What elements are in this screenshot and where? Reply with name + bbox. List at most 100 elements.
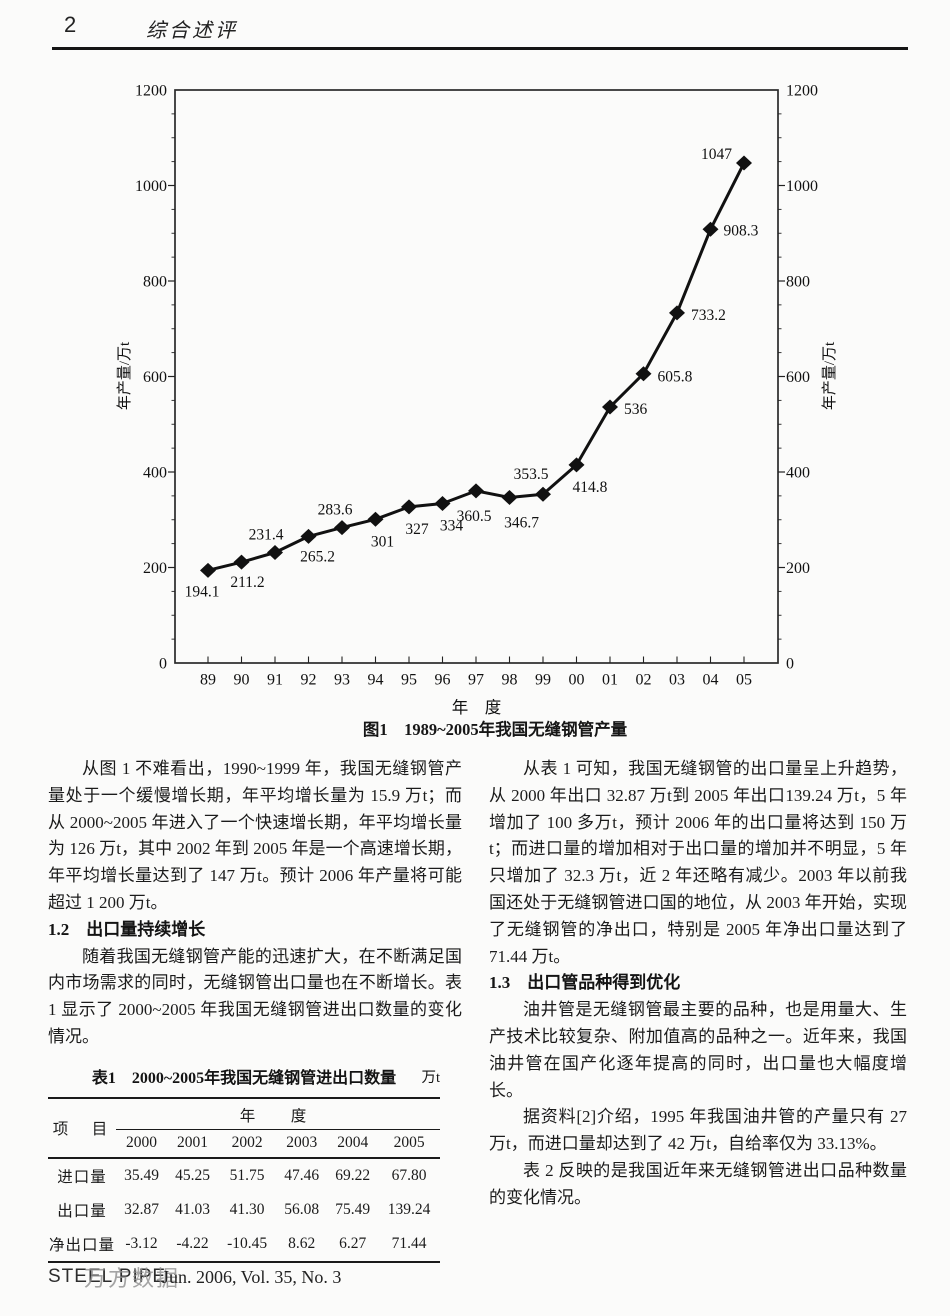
x-tick-label: 89	[200, 672, 216, 689]
table-title: 表1 2000~2005年我国无缝钢管进出口数量 万t	[48, 1064, 440, 1088]
data-point-marker	[635, 366, 652, 382]
y-tick-label-left: 200	[143, 560, 167, 577]
year-group-header-cell: 年 度	[116, 1097, 440, 1130]
y-tick-label-left: 1200	[135, 83, 167, 100]
header-rule	[52, 47, 908, 50]
y-tick-label-right: 600	[786, 369, 810, 386]
y-tick-label-right: 1000	[786, 178, 818, 195]
data-point-marker	[300, 528, 317, 544]
data-point-label: 301	[371, 533, 394, 550]
row-label-cell: 进口量	[57, 1169, 107, 1187]
data-point-label: 327	[405, 521, 429, 538]
import-export-table: 项 目 年 度 2000 2001 2002 2003 2004 2005 进口量 35.4…	[48, 1096, 440, 1263]
data-point-marker	[702, 221, 719, 237]
y-tick-label-right: 200	[786, 560, 810, 577]
data-cell: 75.49	[335, 1201, 371, 1219]
y-tick-label-left: 400	[143, 465, 167, 482]
data-point-label: 360.5	[457, 508, 492, 525]
row-header-cell: 项 目	[48, 1097, 116, 1159]
table-row: 净出口量 -3.12 -4.22 -10.45 8.62 6.27 71.44	[48, 1227, 440, 1262]
x-tick-label: 02	[636, 672, 652, 689]
paragraph-oil-pipe: 油井管是无缝钢管最主要的品种，也是用量大、生产技术比较复杂、附加值高的品种之一。…	[489, 1000, 907, 1100]
data-point-marker	[736, 155, 752, 171]
year-column-header: 2000	[116, 1129, 168, 1159]
production-line-chart: 0 0 200 200 400 400 600 600 800 800 1000 1000 1200 12…	[105, 72, 885, 718]
year-column-header: 2004	[327, 1129, 379, 1159]
x-tick-label: 96	[435, 672, 451, 689]
x-tick-label: 92	[301, 672, 317, 689]
section-heading-1-3: 1.3 出口管品种得到优化	[489, 973, 681, 993]
data-cell: 67.80	[391, 1167, 427, 1185]
paragraph-export-trend: 从表 1 可知，我国无缝钢管的出口量呈上升趋势，从 2000 年出口 32.87…	[489, 759, 907, 966]
data-cell: 6.27	[339, 1235, 367, 1253]
data-cell: 35.49	[124, 1167, 159, 1185]
data-point-marker	[434, 496, 451, 512]
data-point-label: 265.2	[300, 548, 335, 565]
x-axis-title: 年 度	[452, 698, 502, 717]
data-cell: 69.22	[335, 1167, 371, 1185]
data-point-marker	[501, 489, 518, 505]
data-point-marker	[602, 399, 618, 415]
y-tick-label-left: 1000	[135, 178, 167, 195]
years-header-row: 2000 2001 2002 2003 2004 2005	[48, 1129, 440, 1159]
y-axis-title-left: 年产量/万t	[116, 341, 133, 410]
x-tick-label: 94	[368, 672, 384, 689]
data-cell: 45.25	[175, 1167, 210, 1185]
data-point-label: 334	[440, 518, 464, 535]
data-cell: 71.44	[391, 1235, 427, 1253]
y-tick-label-left: 600	[143, 369, 167, 386]
data-point-label: 733.2	[691, 307, 726, 324]
x-tick-label: 97	[468, 672, 484, 689]
data-cell: -10.45	[227, 1235, 268, 1253]
y-tick-label-right: 400	[786, 465, 810, 482]
data-point-label: 346.7	[504, 514, 539, 531]
year-column-header: 2001	[167, 1129, 219, 1159]
section-heading-1-2: 1.2 出口量持续增长	[48, 919, 206, 939]
section-header-title: 综合述评	[146, 20, 238, 42]
y-tick-label-right: 800	[786, 274, 810, 291]
data-point-marker	[669, 305, 685, 321]
data-point-marker	[401, 499, 417, 515]
left-text-column: 从图 1 不难看出，1990~1999 年，我国无缝钢管产量处于一个缓慢增长期，…	[48, 756, 462, 1263]
table-title-text: 表1 2000~2005年我国无缝钢管进出口数量	[91, 1069, 397, 1087]
data-point-label: 231.4	[249, 527, 284, 544]
data-point-label: 194.1	[185, 583, 220, 600]
paragraph-1995-data: 据资料[2]介绍，1995 年我国油井管的产量只有 27 万t，而进口量却达到了…	[489, 1107, 907, 1154]
y-tick-label-left: 0	[159, 656, 167, 673]
right-text-column: 从表 1 可知，我国无缝钢管的出口量呈上升趋势，从 2000 年出口 32.87…	[489, 756, 907, 1212]
data-point-label: 283.6	[318, 502, 353, 519]
data-cell: 56.08	[284, 1201, 320, 1219]
year-column-header: 2002	[218, 1129, 277, 1159]
data-point-label: 211.2	[230, 574, 264, 591]
data-cell: 139.24	[387, 1201, 431, 1219]
data-cell: -3.12	[125, 1235, 158, 1253]
data-cell: 32.87	[124, 1201, 159, 1219]
table-1-block: 表1 2000~2005年我国无缝钢管进出口数量 万t 项 目 年 度 2000…	[48, 1064, 440, 1263]
data-point-label: 536	[624, 401, 648, 418]
data-point-label: 414.8	[573, 479, 608, 496]
data-point-marker	[200, 562, 216, 578]
table-row: 出口量 32.87 41.03 41.30 56.08 75.49 139.24	[48, 1193, 440, 1227]
x-tick-label: 00	[569, 672, 585, 689]
data-cell: 8.62	[288, 1235, 316, 1253]
data-point-marker	[568, 457, 585, 473]
y-axis-title-right: 年产量/万t	[821, 341, 838, 410]
table-unit-label: 万t	[421, 1069, 440, 1086]
data-point-label: 908.3	[724, 222, 759, 239]
data-point-label: 353.5	[514, 466, 549, 483]
x-tick-label: 90	[234, 672, 250, 689]
data-cell: 41.30	[229, 1201, 265, 1219]
data-point-label: 1047	[701, 146, 732, 163]
data-cell: 41.03	[175, 1201, 210, 1219]
x-tick-label: 98	[502, 672, 518, 689]
y-tick-label-right: 0	[786, 656, 794, 673]
x-tick-label: 93	[334, 672, 350, 689]
y-tick-label-right: 1200	[786, 83, 818, 100]
page-number: 2	[64, 12, 77, 37]
row-label-cell: 出口量	[57, 1203, 107, 1221]
paragraph-growth-analysis: 从图 1 不难看出，1990~1999 年，我国无缝钢管产量处于一个缓慢增长期，…	[48, 759, 462, 912]
paragraph-export-growth: 随着我国无缝钢管产能的迅速扩大，在不断满足国内市场需求的同时，无缝钢管出口量也在…	[48, 946, 462, 1046]
x-tick-label: 91	[267, 672, 283, 689]
